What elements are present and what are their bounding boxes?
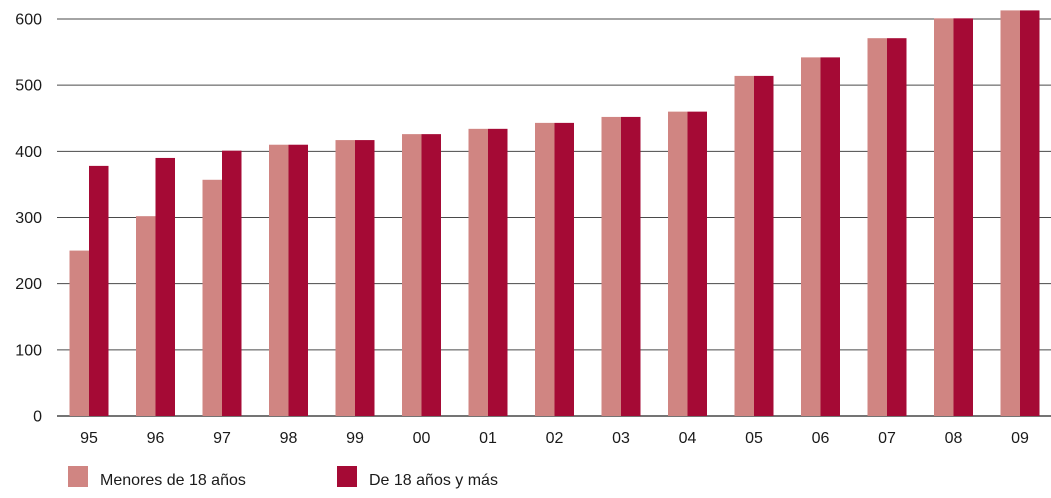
- bar-menores-03: [601, 116, 621, 416]
- x-tick-label: 09: [1011, 430, 1029, 447]
- bar-mayores-08: [953, 18, 973, 417]
- x-tick-label: 01: [479, 430, 497, 447]
- bar-mayores-97: [222, 150, 242, 416]
- bar-menores-01: [468, 128, 488, 416]
- bar-mayores-96: [155, 157, 175, 416]
- bar-menores-97: [202, 179, 222, 416]
- bar-menores-07: [867, 38, 887, 417]
- y-tick-label: 400: [15, 144, 42, 161]
- bar-menores-02: [535, 122, 555, 417]
- x-axis-ticks: 95 96 97 98 99 00 01 02 03 04 05 06 07 08 09: [80, 430, 1029, 447]
- x-tick-label: 03: [612, 430, 630, 447]
- bar-mayores-09: [1020, 10, 1040, 416]
- x-tick-label: 02: [546, 430, 564, 447]
- x-tick-label: 08: [945, 430, 963, 447]
- bar-mayores-05: [754, 75, 774, 417]
- x-tick-label: 96: [147, 430, 165, 447]
- bar-menores-06: [801, 57, 821, 416]
- x-tick-label: 04: [679, 430, 697, 447]
- x-tick-label: 95: [80, 430, 98, 447]
- legend-swatch: [337, 466, 357, 487]
- y-tick-label: 500: [15, 78, 42, 95]
- bar-menores-96: [136, 216, 156, 416]
- y-axis-ticks: 0 100 200 300 400 500 600: [15, 12, 42, 426]
- bar-mayores-06: [820, 57, 840, 416]
- y-tick-label: 100: [15, 342, 42, 359]
- x-tick-label: 07: [878, 430, 896, 447]
- bar-mayores-01: [488, 128, 508, 416]
- x-tick-label: 06: [812, 430, 830, 447]
- legend-label: Menores de 18 años: [100, 472, 246, 489]
- y-tick-label: 0: [33, 409, 42, 426]
- bar-mayores-02: [554, 122, 574, 417]
- bar-menores-95: [69, 250, 89, 416]
- bar-mayores-95: [89, 165, 109, 416]
- bar-mayores-99: [355, 140, 375, 416]
- bar-menores-98: [269, 144, 289, 416]
- bar-menores-08: [934, 18, 954, 417]
- x-tick-label: 99: [346, 430, 364, 447]
- bar-menores-09: [1000, 10, 1020, 416]
- y-tick-label: 300: [15, 210, 42, 227]
- y-tick-label: 200: [15, 276, 42, 293]
- x-tick-label: 05: [745, 430, 763, 447]
- bar-menores-00: [402, 134, 422, 416]
- y-tick-label: 600: [15, 12, 42, 29]
- x-tick-label: 00: [413, 430, 431, 447]
- legend: Menores de 18 años De 18 años y más: [68, 466, 498, 489]
- x-tick-label: 97: [213, 430, 231, 447]
- bar-mayores-07: [887, 38, 907, 417]
- bar-mayores-00: [421, 134, 441, 416]
- x-tick-label: 98: [280, 430, 298, 447]
- bars: [69, 10, 1040, 417]
- bar-menores-04: [668, 111, 688, 416]
- legend-label: De 18 años y más: [369, 472, 498, 489]
- legend-swatch: [68, 466, 88, 487]
- bar-menores-99: [335, 140, 355, 416]
- bar-mayores-98: [288, 144, 308, 416]
- bar-mayores-04: [687, 111, 707, 416]
- bar-mayores-03: [621, 116, 641, 416]
- bar-menores-05: [734, 75, 754, 417]
